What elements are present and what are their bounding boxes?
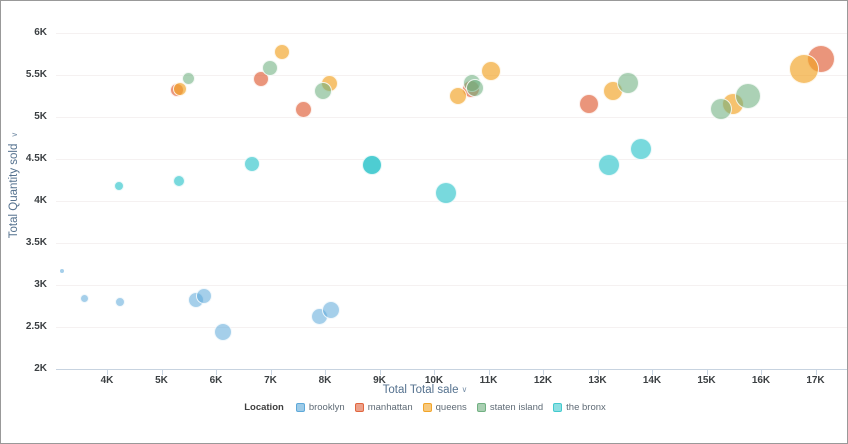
bubble-brooklyn[interactable] [321, 301, 340, 320]
x-axis-tick-label: 15K [697, 375, 716, 386]
bubble-staten-island[interactable] [261, 59, 278, 76]
y-axis-title[interactable]: Total Quantity sold ∨ [8, 132, 20, 238]
bubble-staten-island[interactable] [710, 98, 733, 121]
x-axis-tickmark [325, 370, 326, 375]
bubble-manhattan[interactable] [578, 94, 599, 114]
bubble-queens[interactable] [789, 53, 820, 84]
legend-item-manhattan[interactable]: manhattan [354, 402, 413, 413]
x-axis-line [56, 369, 847, 370]
y-axis-tick-label: 6K [34, 26, 47, 38]
x-axis-tickmark [379, 370, 381, 375]
x-axis-tickmark [815, 370, 817, 375]
bubble-brooklyn[interactable] [79, 293, 89, 303]
bubble-brooklyn[interactable] [59, 269, 64, 274]
x-axis-tick-label: 16K [751, 375, 771, 386]
x-axis-tick-label: 12K [533, 375, 553, 386]
bubble-the-bronx[interactable] [434, 182, 457, 205]
gridline [56, 74, 847, 76]
x-axis-tickmark [761, 370, 762, 375]
y-axis-tick-label: 2.5K [25, 320, 47, 332]
bubble-the-bronx[interactable] [630, 137, 653, 160]
y-axis-tick-label: 2K [34, 363, 47, 374]
x-axis-tickmark [107, 370, 108, 375]
x-axis-tickmark [652, 370, 653, 375]
bubble-queens[interactable] [481, 61, 502, 82]
x-axis-sort-chevron-icon[interactable]: ∨ [461, 385, 468, 394]
x-axis-tickmark [706, 370, 708, 375]
x-axis-tickmark [488, 370, 490, 375]
x-axis-tick-label: 10K [424, 375, 444, 386]
bubble-the-bronx[interactable] [113, 180, 124, 191]
x-axis-tick-label: 7K [264, 375, 277, 386]
x-axis-tickmark [270, 370, 272, 375]
legend-item-label: the bronx [566, 402, 606, 413]
legend-swatch-icon [553, 403, 563, 412]
y-axis-tick-label: 3K [34, 278, 47, 290]
bubble-brooklyn[interactable] [196, 287, 212, 304]
bubble-staten-island[interactable] [181, 72, 195, 86]
y-axis-tick-label: 4K [34, 194, 47, 206]
y-axis-title-wrap: Total Quantity sold ∨ [1, 1, 29, 369]
x-axis-title-label: Total Total sale [382, 384, 459, 396]
legend-title: Location [244, 402, 284, 413]
x-axis-tickmark [434, 370, 435, 375]
bubble-staten-island[interactable] [617, 71, 640, 94]
bubble-brooklyn[interactable] [214, 322, 233, 341]
x-axis-tick-label: 9K [373, 375, 386, 386]
y-axis-tick-label: 4.5K [25, 152, 47, 164]
legend-item-brooklyn[interactable]: brooklyn [295, 402, 345, 413]
legend: Location brooklyn manhattan queens staten i… [1, 402, 847, 413]
bubble-manhattan[interactable] [295, 100, 313, 118]
bubble-the-bronx[interactable] [597, 154, 620, 177]
y-axis-tick-label: 5.5K [25, 68, 47, 80]
x-axis-tick-label: 6K [209, 375, 223, 386]
y-axis-tick-label: 3.5K [25, 236, 47, 248]
x-axis-tick-label: 13K [588, 375, 607, 386]
legend-swatch-icon [295, 403, 305, 412]
gridline [56, 326, 847, 328]
bubble-the-bronx[interactable] [243, 155, 260, 172]
legend-swatch-icon [354, 403, 364, 412]
legend-item-queens[interactable]: queens [422, 402, 467, 413]
x-axis-tick-label: 17K [806, 375, 825, 386]
legend-item-label: staten island [489, 402, 544, 413]
x-axis-tickmark [597, 370, 599, 375]
x-axis-tickmark [216, 370, 217, 375]
x-axis-tickmark [161, 370, 163, 375]
x-axis-tick-label: 14K [642, 375, 662, 386]
y-axis-tick-label: 5K [34, 110, 47, 122]
gridline [56, 116, 847, 118]
legend-item-staten-island[interactable]: staten island [476, 402, 544, 413]
bubble-the-bronx[interactable] [172, 174, 185, 187]
bubble-the-bronx[interactable] [361, 154, 382, 175]
legend-item-label: brooklyn [308, 402, 345, 413]
legend-item-label: queens [435, 402, 467, 413]
bubble-queens[interactable] [273, 43, 290, 60]
legend-item-the-bronx[interactable]: the bronx [553, 402, 606, 413]
x-axis-tick-label: 4K [100, 375, 114, 386]
bubble-queens[interactable] [173, 81, 188, 96]
x-axis-tick-label: 5K [155, 375, 168, 386]
bubble-staten-island[interactable] [734, 82, 761, 109]
gridline [56, 32, 847, 34]
x-axis-title[interactable]: Total Total sale ∨ [1, 384, 847, 396]
legend-swatch-icon [422, 403, 432, 412]
gridline [56, 284, 847, 286]
bubble-brooklyn[interactable] [115, 296, 126, 307]
gridline [56, 242, 847, 244]
x-axis-tickmark [543, 370, 544, 375]
bubble-staten-island[interactable] [465, 79, 484, 98]
gridline [56, 158, 847, 160]
x-axis-tick-label: 8K [318, 375, 332, 386]
bubble-queens[interactable] [448, 86, 467, 105]
legend-swatch-icon [476, 403, 486, 412]
x-axis-tick-label: 11K [479, 375, 498, 386]
y-axis-sort-chevron-icon[interactable]: ∨ [9, 131, 19, 138]
y-axis-title-label: Total Quantity sold [8, 143, 20, 239]
bubble-staten-island[interactable] [313, 81, 332, 100]
legend-item-label: manhattan [367, 402, 413, 413]
